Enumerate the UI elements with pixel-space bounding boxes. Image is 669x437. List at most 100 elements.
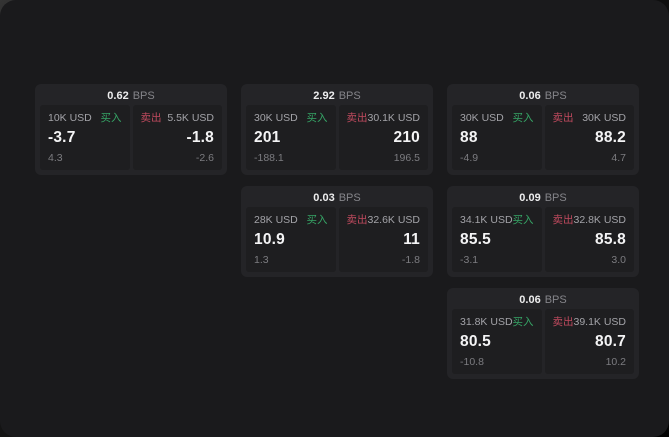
sell-notional: 5.5K USD (167, 112, 214, 124)
buy-notional: 34.1K USD (460, 214, 513, 226)
buy-notional: 28K USD (254, 214, 298, 226)
buy-side-label: 买入 (306, 112, 328, 124)
bps-value: 0.62 (107, 90, 129, 102)
card-bps-header: 0.62 BPS (40, 88, 222, 104)
sell-side-label: 卖出 (552, 214, 574, 226)
buy-quote-tile[interactable]: 34.1K USD 买入 85.5 -3.1 (452, 207, 542, 272)
bps-value: 0.03 (313, 192, 335, 204)
buy-price: 201 (254, 129, 281, 146)
buy-change: -188.1 (254, 152, 284, 164)
sell-change: -1.8 (401, 254, 420, 266)
buy-quote-tile[interactable]: 28K USD 买入 10.9 1.3 (246, 207, 336, 272)
buy-tile-header: 31.8K USD 买入 (460, 316, 534, 328)
buy-notional: 30K USD (254, 112, 298, 124)
buy-tile-header: 30K USD 买入 (254, 112, 328, 124)
sell-change: 10.2 (605, 356, 626, 368)
buy-quote-tile[interactable]: 30K USD 买入 201 -188.1 (246, 105, 336, 170)
quote-card: 0.09 BPS 34.1K USD 买入 85.5 -3.1 卖出 32.8K … (447, 186, 639, 277)
sell-side-label: 卖出 (552, 316, 574, 328)
sell-price: 11 (403, 231, 420, 248)
bps-value: 2.92 (313, 90, 335, 102)
buy-change: 4.3 (48, 152, 63, 164)
quote-tiles: 34.1K USD 买入 85.5 -3.1 卖出 32.8K USD 85.8… (452, 207, 634, 272)
sell-price: 80.7 (595, 333, 626, 350)
bps-unit-label: BPS (544, 294, 567, 306)
card-bps-header: 0.06 BPS (452, 292, 634, 308)
sell-tile-header: 卖出 5.5K USD (141, 112, 215, 124)
sell-price: 85.8 (595, 231, 626, 248)
sell-change: -2.6 (195, 152, 214, 164)
sell-notional: 32.6K USD (367, 214, 421, 226)
bps-unit-label: BPS (132, 90, 155, 102)
quote-tiles: 28K USD 买入 10.9 1.3 卖出 32.6K USD 11 -1.8 (246, 207, 428, 272)
buy-change: 1.3 (254, 254, 269, 266)
buy-price: 88 (460, 129, 478, 146)
quote-card: 0.06 BPS 31.8K USD 买入 80.5 -10.8 卖出 39.1K… (447, 288, 639, 379)
sell-quote-tile[interactable]: 卖出 30K USD 88.2 4.7 (544, 105, 634, 170)
sell-tile-header: 卖出 32.8K USD (553, 214, 627, 226)
card-bps-header: 0.09 BPS (452, 190, 634, 206)
bps-unit-label: BPS (338, 192, 361, 204)
sell-tile-header: 卖出 30.1K USD (347, 112, 421, 124)
bps-value: 0.06 (519, 90, 541, 102)
sell-tile-header: 卖出 32.6K USD (347, 214, 421, 226)
buy-side-label: 买入 (512, 112, 534, 124)
quote-tiles: 31.8K USD 买入 80.5 -10.8 卖出 39.1K USD 80.… (452, 309, 634, 374)
sell-side-label: 卖出 (140, 112, 162, 124)
buy-side-label: 买入 (512, 316, 534, 328)
sell-side-label: 卖出 (346, 214, 368, 226)
sell-notional: 30K USD (582, 112, 626, 124)
buy-tile-header: 28K USD 买入 (254, 214, 328, 226)
sell-notional: 39.1K USD (573, 316, 627, 328)
quote-cards-grid: 0.62 BPS 10K USD 买入 -3.7 4.3 卖出 5.5K USD … (35, 84, 639, 379)
sell-quote-tile[interactable]: 卖出 5.5K USD -1.8 -2.6 (132, 105, 222, 170)
sell-price: 210 (393, 129, 420, 146)
buy-change: -4.9 (460, 152, 479, 164)
sell-change: 3.0 (611, 254, 626, 266)
quote-card: 2.92 BPS 30K USD 买入 201 -188.1 卖出 30.1K U… (241, 84, 433, 175)
buy-tile-header: 30K USD 买入 (460, 112, 534, 124)
buy-quote-tile[interactable]: 10K USD 买入 -3.7 4.3 (40, 105, 130, 170)
buy-side-label: 买入 (512, 214, 534, 226)
card-bps-header: 0.06 BPS (452, 88, 634, 104)
sell-change: 4.7 (611, 152, 626, 164)
bps-value: 0.06 (519, 294, 541, 306)
buy-side-label: 买入 (306, 214, 328, 226)
bps-unit-label: BPS (544, 90, 567, 102)
buy-notional: 10K USD (48, 112, 92, 124)
bps-value: 0.09 (519, 192, 541, 204)
buy-price: 10.9 (254, 231, 285, 248)
quote-tiles: 30K USD 买入 201 -188.1 卖出 30.1K USD 210 1… (246, 105, 428, 170)
quote-card: 0.62 BPS 10K USD 买入 -3.7 4.3 卖出 5.5K USD … (35, 84, 227, 175)
quote-tiles: 10K USD 买入 -3.7 4.3 卖出 5.5K USD -1.8 -2.… (40, 105, 222, 170)
buy-notional: 31.8K USD (460, 316, 513, 328)
quote-card: 0.03 BPS 28K USD 买入 10.9 1.3 卖出 32.6K USD… (241, 186, 433, 277)
sell-quote-tile[interactable]: 卖出 32.8K USD 85.8 3.0 (544, 207, 634, 272)
card-bps-header: 2.92 BPS (246, 88, 428, 104)
buy-side-label: 买入 (100, 112, 122, 124)
sell-quote-tile[interactable]: 卖出 32.6K USD 11 -1.8 (338, 207, 428, 272)
sell-tile-header: 卖出 30K USD (553, 112, 627, 124)
buy-price: -3.7 (48, 129, 76, 146)
quote-tiles: 30K USD 买入 88 -4.9 卖出 30K USD 88.2 4.7 (452, 105, 634, 170)
sell-notional: 32.8K USD (573, 214, 627, 226)
buy-price: 85.5 (460, 231, 491, 248)
sell-notional: 30.1K USD (367, 112, 421, 124)
sell-side-label: 卖出 (346, 112, 368, 124)
card-bps-header: 0.03 BPS (246, 190, 428, 206)
buy-quote-tile[interactable]: 31.8K USD 买入 80.5 -10.8 (452, 309, 542, 374)
bps-unit-label: BPS (338, 90, 361, 102)
sell-price: 88.2 (595, 129, 626, 146)
buy-change: -10.8 (460, 356, 484, 368)
sell-tile-header: 卖出 39.1K USD (553, 316, 627, 328)
buy-tile-header: 34.1K USD 买入 (460, 214, 534, 226)
buy-tile-header: 10K USD 买入 (48, 112, 122, 124)
buy-change: -3.1 (460, 254, 479, 266)
buy-notional: 30K USD (460, 112, 504, 124)
sell-change: 196.5 (393, 152, 420, 164)
buy-quote-tile[interactable]: 30K USD 买入 88 -4.9 (452, 105, 542, 170)
sell-quote-tile[interactable]: 卖出 30.1K USD 210 196.5 (338, 105, 428, 170)
sell-quote-tile[interactable]: 卖出 39.1K USD 80.7 10.2 (544, 309, 634, 374)
sell-side-label: 卖出 (552, 112, 574, 124)
